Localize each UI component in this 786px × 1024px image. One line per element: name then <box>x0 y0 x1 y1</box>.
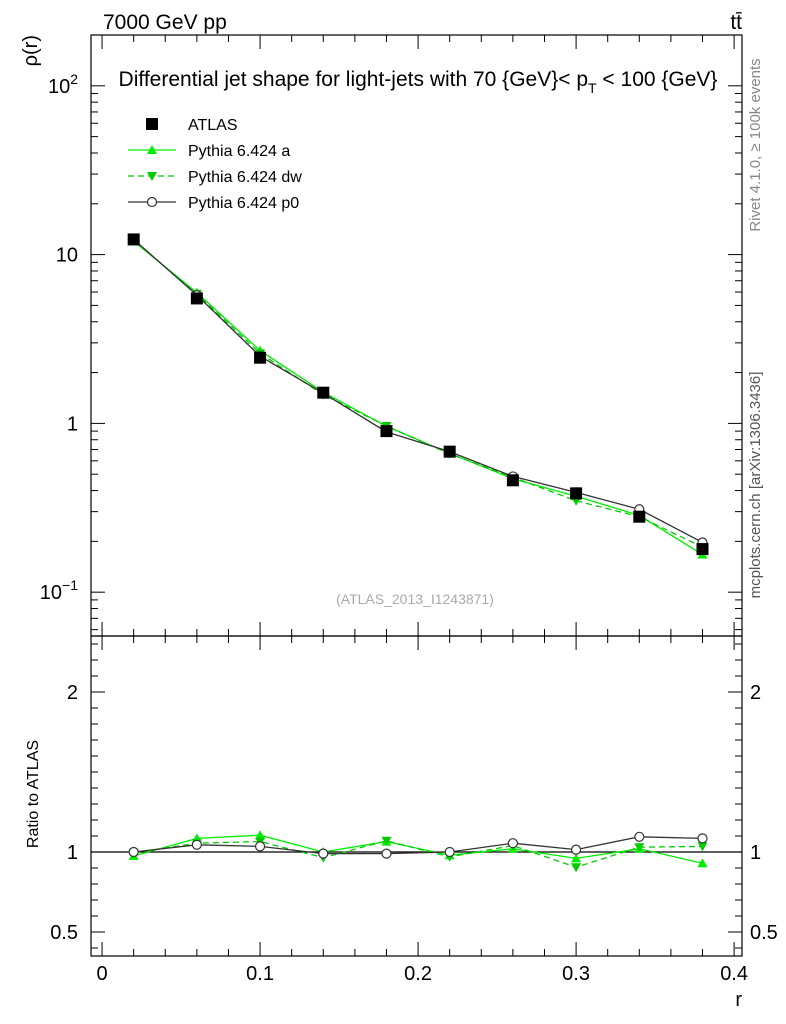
ratio-y-tick-label-right: 1 <box>750 842 761 864</box>
main-data-point <box>317 386 330 399</box>
main-y-tick-label: 10−1 <box>40 577 78 604</box>
main-data-point <box>443 445 456 458</box>
main-data-point <box>696 543 709 556</box>
main-series-line <box>133 240 703 556</box>
ratio-data-point <box>570 844 582 855</box>
main-series-layer <box>127 233 709 559</box>
main-y-tick-label-base: 10 <box>56 245 78 267</box>
ratio-data-point <box>381 848 392 859</box>
legend-label: Pythia 6.424 dw <box>188 169 302 186</box>
ratio-series-layer <box>128 830 708 873</box>
main-y-axis-label: ρ(r) <box>20 35 42 66</box>
main-y-tick-label-base: 10 <box>40 582 62 604</box>
x-axis-label: r <box>735 989 742 1011</box>
main-data-point <box>127 233 140 246</box>
ratio-y-tick-label-left: 0.5 <box>50 922 78 944</box>
title-main: Differential jet shape for light-jets wi… <box>119 68 588 91</box>
ratio-x-tick-label: 0.2 <box>404 963 432 985</box>
ratio-x-tick-label: 0.3 <box>562 963 590 985</box>
ratio-y-tick-label-right: 0.5 <box>750 922 778 944</box>
ratio-data-point <box>571 853 582 863</box>
main-series-line <box>133 239 703 548</box>
main-y-tick-label: 10 <box>56 245 78 267</box>
rivet-label: Rivet 4.1.0, ≥ 100k events <box>747 58 764 231</box>
ratio-data-point <box>571 863 582 873</box>
ratio-y-axis-label: Ratio to ATLAS <box>25 740 42 848</box>
ratio-data-point <box>634 831 645 842</box>
ratio-data-point <box>507 838 518 849</box>
main-y-tick-label-base: 1 <box>67 413 78 435</box>
legend-label: ATLAS <box>188 117 238 134</box>
legend-marker <box>147 172 157 181</box>
main-y-tick-label: 1 <box>67 413 78 435</box>
ratio-plot-panel: 0.5 0.5 1 1 2 2 0 0.1 0.2 0.3 0.4 Ratio to ATLAS r <box>25 635 778 1011</box>
main-y-tick-label: 102 <box>48 71 78 98</box>
ratio-data-point <box>697 858 708 868</box>
legend-marker <box>147 145 157 154</box>
legend-marker <box>146 118 158 130</box>
main-y-tick-label-exponent: 2 <box>70 71 78 87</box>
legend: ATLAS Pythia 6.424 a Pythia 6.424 dw Pythia… <box>128 117 302 212</box>
ratio-data-point <box>128 846 139 858</box>
ratio-x-tick-label: 0.4 <box>720 963 748 985</box>
title-tail: < 100 {GeV} <box>597 68 718 91</box>
main-watermark: (ATLAS_2013_I1243871) <box>336 591 494 607</box>
ratio-y-tick-label-left: 1 <box>67 842 78 864</box>
ratio-series-line <box>133 840 703 868</box>
main-series-line <box>133 238 703 544</box>
ratio-series-line <box>133 836 703 855</box>
ratio-data-point <box>444 846 455 858</box>
ratio-data-point <box>697 842 708 852</box>
ratio-y-tick-label-right: 2 <box>750 682 761 704</box>
main-y-tick-label-exponent: −1 <box>62 577 78 593</box>
energy-label: 7000 GeV pp <box>103 11 227 34</box>
main-data-point <box>506 474 519 487</box>
title-sub: T <box>588 80 597 96</box>
ratio-data-point <box>697 833 708 844</box>
legend-marker <box>146 196 158 208</box>
main-data-point <box>380 425 393 438</box>
ratio-data-point <box>634 843 645 853</box>
main-data-point <box>190 292 203 305</box>
ratio-y-tick-label-left: 2 <box>67 682 78 704</box>
ratio-data-point <box>318 848 329 859</box>
ratio-data-point <box>254 841 266 852</box>
ratio-x-tick-label: 0 <box>96 963 107 985</box>
ratio-data-point <box>191 839 202 850</box>
legend-label: Pythia 6.424 a <box>188 143 290 160</box>
mcplots-label: mcplots.cern.ch [arXiv:1306.3436] <box>747 372 764 599</box>
ratio-data-point <box>381 836 392 846</box>
legend-label: Pythia 6.424 p0 <box>188 195 299 212</box>
ratio-data-point <box>255 830 266 840</box>
main-data-point <box>570 487 583 500</box>
main-data-point <box>633 510 646 523</box>
main-data-point <box>254 351 267 364</box>
ratio-x-tick-label: 0.1 <box>246 963 274 985</box>
process-label: tt̄ <box>730 11 742 34</box>
main-title: Differential jet shape for light-jets wi… <box>119 68 718 96</box>
main-y-tick-label-base: 10 <box>48 76 70 98</box>
ratio-axis-ticks: 0.5 0.5 1 1 2 2 0 0.1 0.2 0.3 0.4 <box>50 636 778 985</box>
ratio-plot-frame <box>90 635 743 957</box>
